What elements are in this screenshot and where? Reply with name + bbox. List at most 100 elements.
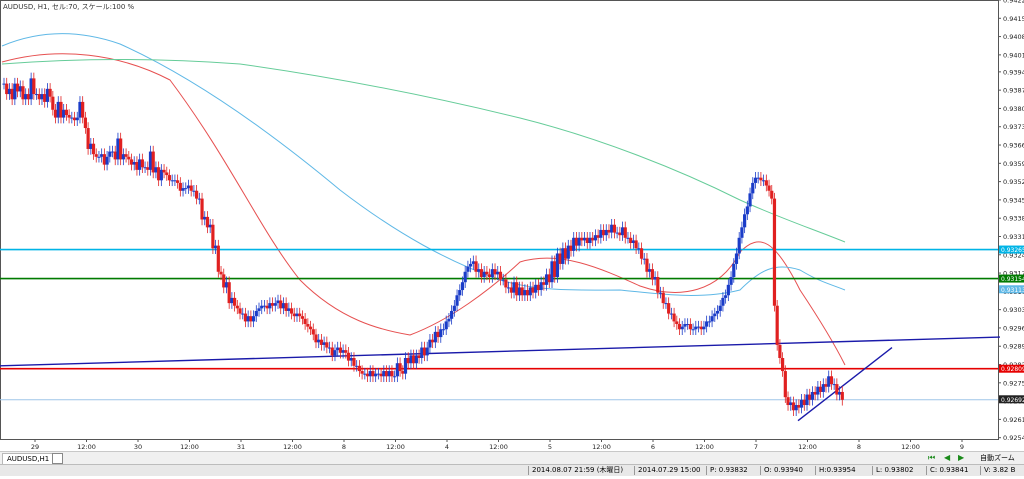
candle-body [284,303,288,311]
candle-body [618,232,622,236]
candle-body [534,284,538,293]
candle-body [97,156,101,158]
candle-body [507,287,511,289]
candle-body [783,371,787,398]
candle-body [726,284,730,296]
candle-body [330,347,334,356]
candle-body [338,347,342,353]
candle-body [86,128,90,149]
candle-body [485,271,489,275]
plot-frame [0,0,999,440]
candle-body [767,185,771,191]
candle-body [108,151,112,157]
candle-body [262,305,267,307]
candle-body [181,188,185,191]
candle-body [528,287,532,296]
status-high: H:0.93954 [819,466,856,474]
candle-body [298,313,302,317]
new-tab-icon[interactable] [52,453,63,464]
candle-body [357,365,361,372]
candle-body [211,224,215,249]
candle-body [159,169,163,181]
candle-body [37,94,41,100]
candle-body [59,101,63,118]
axis-price-marker [999,285,1024,294]
candle-body [504,279,508,288]
x-tick-label: 30 [134,443,142,451]
candle-body [409,355,413,364]
candle-body [83,117,87,129]
x-tick-label: 12:00 [180,443,199,451]
candle-body [517,287,522,296]
candle-body [238,308,242,314]
candle-body [753,177,758,183]
candle-body [43,94,47,102]
scroll-left-icon[interactable]: ◀ [944,453,951,462]
candle-body [694,326,698,330]
candle-body [577,237,581,246]
candle-body [281,303,286,309]
candle-body [165,172,169,176]
candle-body [775,305,779,345]
y-tick-label: 0.92540 [1003,434,1024,442]
candle-body [189,185,193,191]
candle-body [173,180,177,182]
candle-body [829,376,834,385]
candle-body [566,245,570,259]
status-volume: V: 3.82 B [984,466,1016,474]
x-tick-label: 12:00 [283,443,302,451]
candle-body [333,350,337,356]
candle-body [319,339,324,345]
candle-body [569,245,573,251]
auto-scale-toggle[interactable]: 自動ズーム [980,454,1015,462]
candle-body [270,303,275,306]
lower-blue-trendline [797,346,893,422]
candle-body [241,313,245,315]
candle-body [653,276,657,280]
candle-body [661,292,665,304]
candle-body [642,258,646,260]
candle-body [178,182,182,191]
candle-body [113,151,117,160]
candle-body [48,88,52,97]
candle-body [289,308,294,314]
candle-body [696,326,701,328]
candle-body [232,297,237,306]
candle-body [140,159,144,168]
candle-body [325,342,329,348]
candle-body [406,357,410,364]
candle-body [382,371,386,377]
candle-body [227,282,231,304]
candle-body [680,326,684,330]
candle-body [265,305,269,309]
candle-body [637,248,641,250]
candle-body [547,274,551,283]
candle-body [441,329,446,331]
candle-body [770,190,774,199]
candle-body [824,384,828,387]
candle-body [100,154,104,157]
candle-body [363,373,367,375]
candle-body [699,326,703,330]
candle-body [192,190,196,192]
green-level-axis-tag [999,274,1024,283]
candle-body [591,237,595,241]
candle-body [341,350,345,353]
candle-body [157,167,161,181]
x-tick-label: 29 [31,443,39,451]
candle-body [732,263,736,277]
candle-body [509,287,513,293]
scroll-start-icon[interactable]: ⏮ [928,453,936,462]
scroll-right-icon[interactable]: ▶ [958,453,965,462]
candle-body [135,162,139,170]
current-price-tag [999,395,1024,404]
candle-body [257,308,261,311]
candle-body [759,177,763,181]
candle-body [162,169,166,173]
